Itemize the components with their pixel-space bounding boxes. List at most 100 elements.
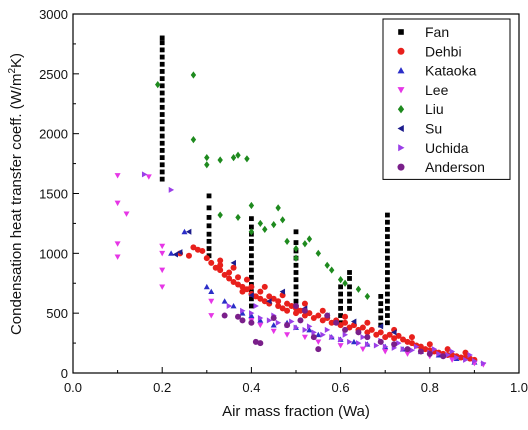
- data-point-fan: [378, 294, 384, 299]
- data-point-fan: [159, 162, 165, 168]
- data-point-uchida: [409, 347, 415, 354]
- data-point-liu: [217, 156, 223, 164]
- data-point-uchida: [364, 341, 371, 348]
- data-point-uchida: [275, 319, 282, 326]
- data-point-uchida: [414, 343, 420, 350]
- data-point-anderson: [315, 346, 322, 353]
- data-point-lee: [159, 243, 166, 250]
- data-point-anderson: [342, 326, 349, 333]
- data-point-fan: [249, 253, 254, 259]
- data-point-su: [230, 259, 236, 266]
- data-point-lee: [159, 267, 166, 274]
- data-point-fan: [159, 83, 165, 89]
- x-tick-label: 1.0: [510, 380, 528, 395]
- data-point-fan: [159, 69, 165, 74]
- data-point-fan: [159, 40, 165, 46]
- legend-item-uchida: Uchida: [398, 140, 469, 156]
- data-point-uchida: [396, 340, 402, 347]
- data-point-fan: [293, 277, 299, 283]
- legend-label-dehbi: Dehbi: [425, 43, 462, 59]
- data-point-liu: [235, 213, 241, 222]
- legend-item-su: Su: [397, 121, 442, 137]
- data-point-dehbi: [319, 317, 326, 324]
- data-point-liu: [342, 279, 348, 287]
- data-point-lee: [159, 250, 166, 257]
- data-point-fan: [159, 169, 165, 175]
- data-point-dehbi: [408, 334, 415, 341]
- data-point-uchida: [342, 331, 349, 338]
- data-point-kataoka: [257, 317, 264, 323]
- legend-item-liu: Liu: [397, 101, 444, 117]
- data-point-kataoka: [203, 283, 210, 290]
- data-point-kataoka: [181, 228, 188, 235]
- data-point-dehbi: [190, 244, 197, 251]
- data-point-su: [350, 318, 357, 325]
- data-point-dehbi: [235, 274, 242, 281]
- data-point-dehbi: [226, 275, 233, 282]
- data-point-fan: [249, 267, 254, 273]
- data-point-anderson: [440, 353, 447, 360]
- data-point-fan: [206, 246, 212, 251]
- data-point-dehbi: [364, 319, 371, 326]
- y-axis-label-end: K): [8, 53, 25, 68]
- y-tick-label: 2500: [39, 67, 68, 82]
- data-point-uchida: [141, 171, 148, 178]
- data-point-lee: [382, 349, 389, 355]
- data-point-fan: [249, 216, 254, 222]
- x-tick-label: 0.4: [242, 380, 260, 395]
- data-point-liu: [230, 154, 237, 162]
- y-axis-label: Condensation heat transfer coeff. (W/m2K…: [7, 53, 25, 335]
- y-tick-label: 3000: [39, 7, 68, 22]
- data-point-uchida: [454, 354, 460, 361]
- data-point-fan: [293, 270, 299, 275]
- data-point-anderson: [417, 348, 424, 355]
- data-point-dehbi: [217, 257, 224, 264]
- data-point-anderson: [426, 350, 433, 357]
- data-point-kataoka: [306, 326, 313, 333]
- legend-marker-fan: [398, 29, 404, 35]
- data-point-fan: [293, 284, 299, 290]
- data-point-fan: [385, 234, 390, 239]
- data-point-lee: [284, 332, 291, 338]
- data-point-liu: [324, 261, 330, 269]
- data-point-lee: [114, 173, 121, 179]
- legend-box: [382, 18, 511, 180]
- data-point-dehbi: [377, 329, 384, 336]
- data-point-uchida: [431, 346, 438, 353]
- data-point-fan: [206, 253, 212, 259]
- data-point-fan: [385, 305, 390, 311]
- data-point-uchida: [436, 350, 442, 357]
- data-point-dehbi: [319, 307, 326, 314]
- data-point-anderson: [391, 341, 398, 348]
- data-point-fan: [159, 148, 165, 153]
- data-point-liu: [244, 155, 250, 163]
- data-point-anderson: [301, 307, 308, 314]
- series-anderson: [221, 302, 447, 360]
- legend-item-kataoka: Kataoka: [397, 63, 477, 79]
- legend-item-anderson: Anderson: [397, 159, 485, 175]
- data-point-fan: [385, 227, 390, 232]
- data-point-uchida: [253, 302, 259, 309]
- data-point-lee: [301, 334, 308, 341]
- data-point-uchida: [480, 360, 487, 367]
- data-point-liu: [293, 254, 299, 262]
- data-point-dehbi: [386, 331, 393, 338]
- data-point-dehbi: [328, 319, 335, 326]
- data-point-uchida: [226, 302, 233, 309]
- legend-marker-anderson: [397, 163, 405, 171]
- data-point-liu: [217, 211, 223, 219]
- data-point-dehbi: [400, 336, 407, 343]
- y-axis-label-main: Condensation heat transfer coeff. (W/m: [8, 74, 25, 336]
- data-point-dehbi: [364, 329, 371, 336]
- data-point-uchida: [266, 317, 273, 324]
- data-point-fan: [206, 215, 212, 220]
- data-point-dehbi: [391, 335, 398, 342]
- data-point-uchida: [293, 324, 299, 331]
- y-tick-label: 1500: [39, 187, 68, 202]
- data-point-uchida: [302, 326, 308, 333]
- data-point-liu: [315, 249, 321, 257]
- data-point-dehbi: [239, 283, 246, 290]
- data-point-uchida: [373, 342, 380, 349]
- data-point-liu: [306, 235, 313, 243]
